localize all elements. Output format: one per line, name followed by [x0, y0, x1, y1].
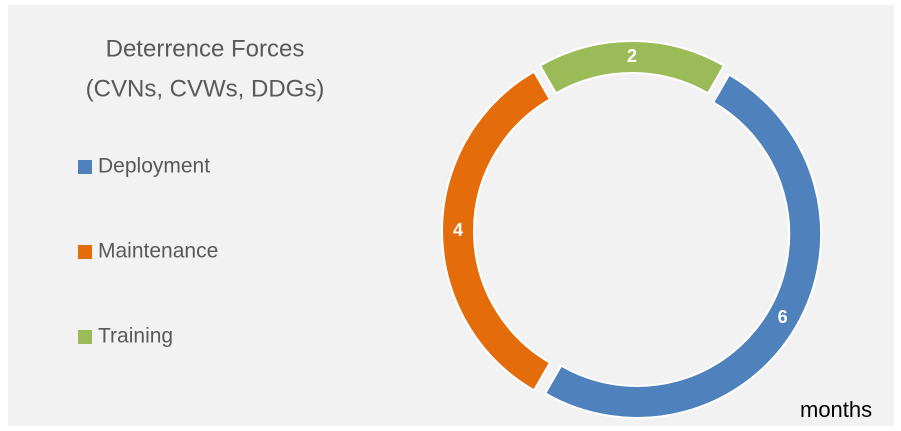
annotation: months — [800, 397, 872, 422]
data-label: 4 — [453, 220, 463, 240]
donut-slice — [543, 73, 823, 419]
legend-swatch — [78, 160, 92, 174]
data-label: 2 — [627, 46, 637, 66]
legend-label: Deployment — [98, 155, 210, 178]
donut-slice — [538, 40, 726, 95]
legend-swatch — [78, 330, 92, 344]
data-label: 6 — [778, 307, 788, 327]
legend-label: Maintenance — [98, 240, 218, 263]
legend-label: Training — [98, 325, 173, 348]
chart-title: Deterrence Forces — [106, 35, 305, 62]
legend-swatch — [78, 245, 92, 259]
chart-title: (CVNs, CVWs, DDGs) — [86, 75, 325, 102]
donut-slice — [441, 70, 552, 392]
